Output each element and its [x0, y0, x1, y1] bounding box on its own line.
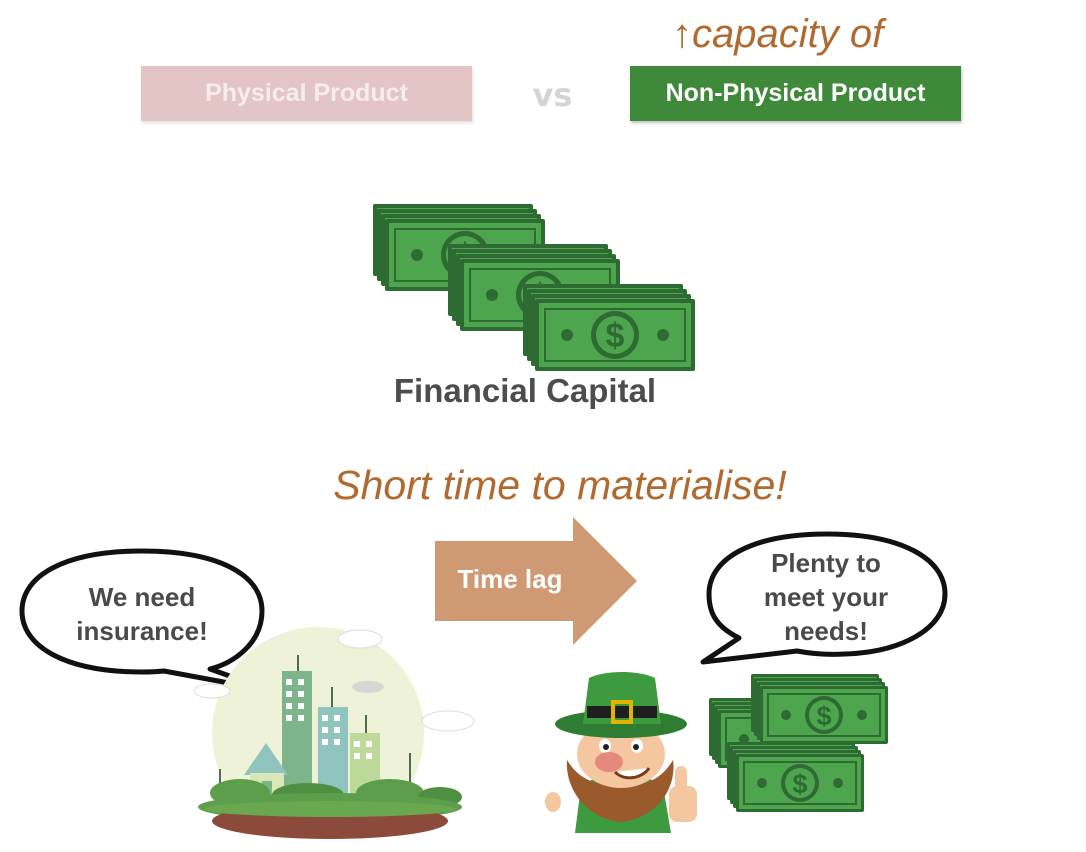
right-bubble-line3: needs! [784, 616, 868, 646]
physical-product-box: Physical Product [141, 66, 472, 121]
left-bubble-line2: insurance! [76, 616, 208, 646]
left-bubble-text: We need insurance! [44, 580, 240, 648]
up-arrow-icon: ↑ [672, 12, 692, 56]
right-arrow-icon [435, 517, 637, 645]
right-bubble-line1: Plenty to [771, 548, 881, 578]
capacity-caption: ↑capacity of [672, 12, 883, 57]
money-stack-icon: $ [370, 200, 705, 375]
time-lag-label: Time lag [457, 564, 563, 594]
non-physical-product-label: Non-Physical Product [665, 79, 926, 107]
financial-capital-label: Financial Capital [393, 372, 657, 409]
capacity-label: capacity of [692, 12, 884, 56]
vs-label: vs [532, 76, 573, 114]
right-bubble-line2: meet your [763, 582, 889, 612]
money-stack-icon: $ [705, 672, 897, 817]
short-time-headline: Short time to materialise! [333, 462, 787, 508]
left-bubble-line1: We need [88, 582, 196, 612]
leprechaun-icon [545, 672, 697, 833]
speech-bubble-icon [700, 531, 948, 665]
non-physical-product-box: Non-Physical Product [630, 66, 961, 121]
physical-product-label: Physical Product [205, 79, 408, 107]
speech-bubble-icon [19, 548, 274, 694]
green-city-icon [193, 627, 475, 839]
right-bubble-text: Plenty to meet your needs! [740, 546, 912, 648]
